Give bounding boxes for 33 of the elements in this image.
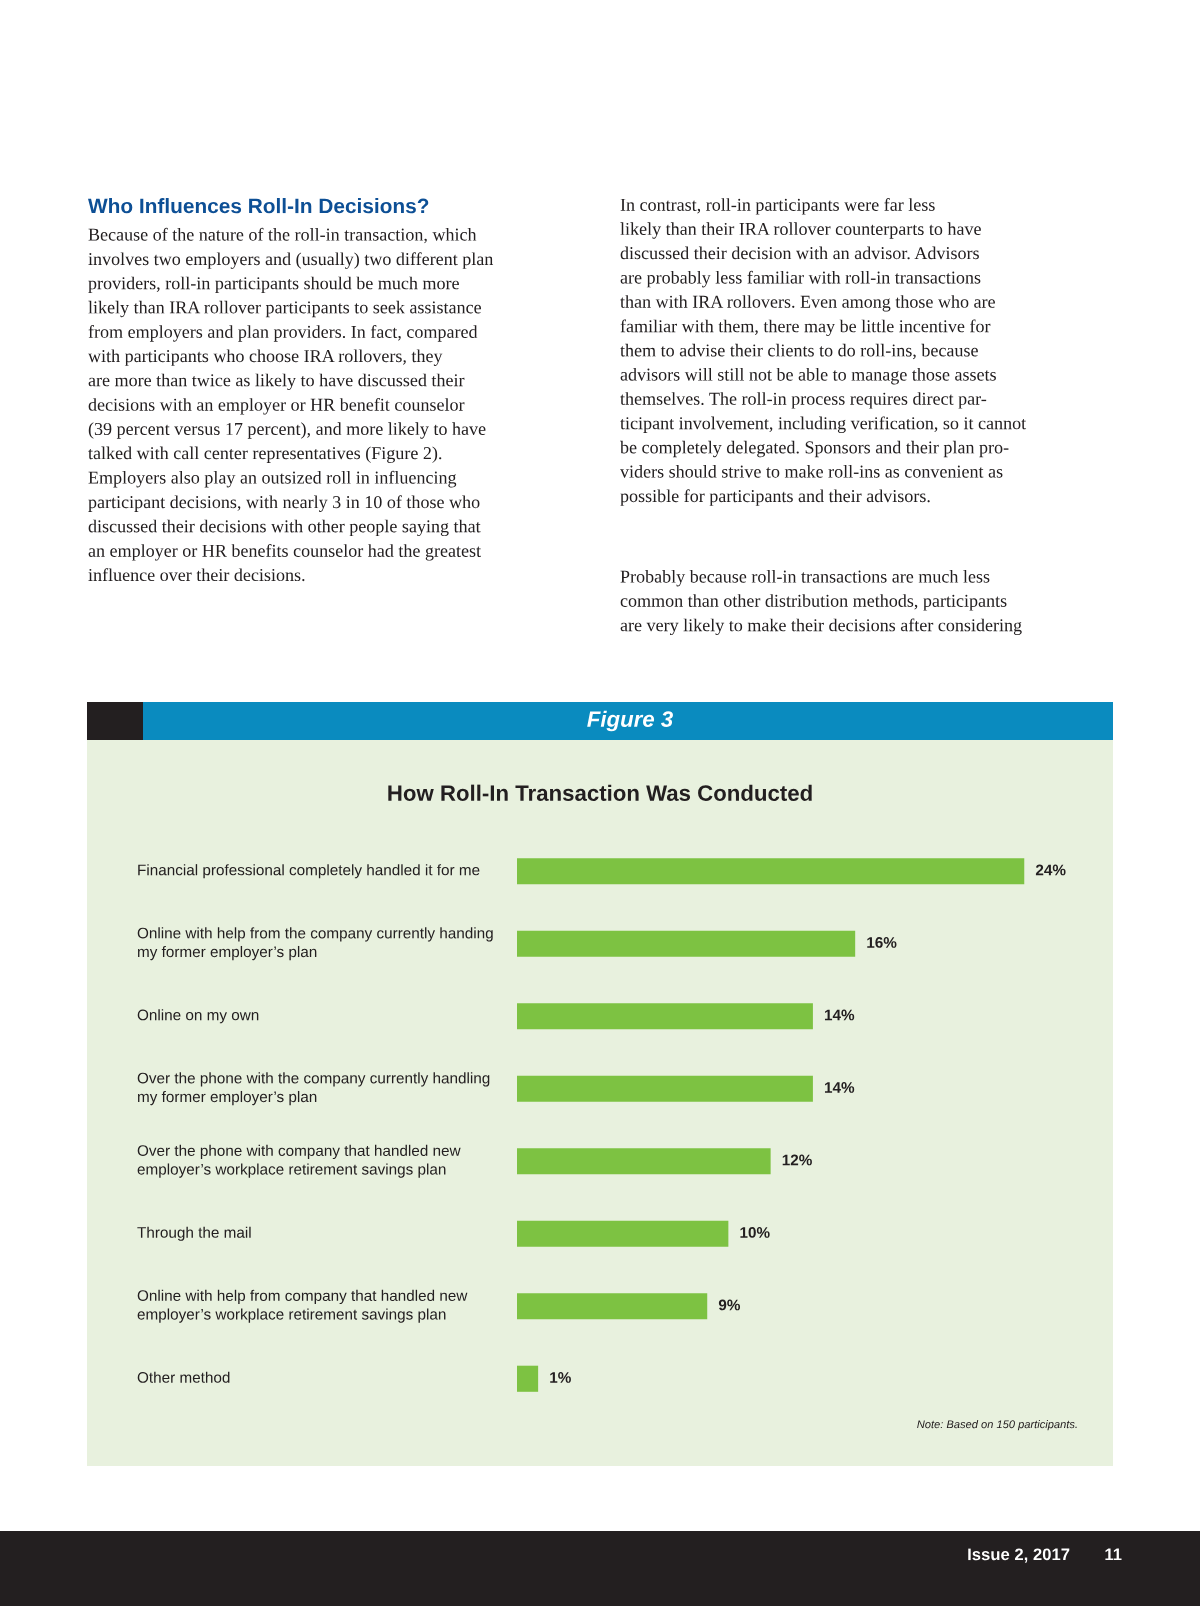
y-tick-label: Online with help from company that handled new employer’s workplace retirement savings plan [137, 1289, 468, 1323]
y-tick-label: Through the mail [137, 1226, 251, 1241]
data-label: 16% [867, 937, 897, 948]
y-tick-label: Other method [137, 1371, 230, 1383]
text: Issue 2, 2017 [968, 1548, 1070, 1563]
bar [517, 1075, 813, 1102]
bar [517, 1365, 539, 1392]
data-label: 12% [782, 1154, 812, 1166]
text: Note: Based on 150 participants. [917, 1420, 1077, 1431]
data-label: 14% [824, 1082, 855, 1093]
text: Probably because roll-in transactions are much less common than other distribution methods, participants are very likely to make their decisions after considering [620, 570, 1022, 636]
text: Who Influences Roll-In Decisions? [88, 198, 429, 214]
y-tick-label: Online on my own [137, 1009, 259, 1024]
bar [517, 930, 856, 957]
data-label: 9% [718, 1299, 741, 1311]
y-tick-label: Online with help from the company currently handing my former employer’s plan [137, 927, 493, 961]
text: Because of the nature of the roll-in transaction, which involves two employers and (usually) two different plan providers, roll-in participants should be much more likely than IRA rollover participants to seek assistance from employers and plan providers. In fact, compared with participants who choose IRA rollovers, they are more than twice as likely to have discussed their decisions with an employer or HR benefit counselor (39 percent versus 17 percent), and more likely to have talked with call center representatives (Figure 2). Employers also play an outsized roll in influencing participant decisions, with nearly 3 in 10 of those who discussed their decisions with other people saying that an employer or HR benefits counselor had the greatest influence over their decisions. [88, 227, 494, 582]
bar [517, 1003, 813, 1030]
bar [517, 1148, 771, 1175]
bar [517, 1293, 708, 1320]
bar [517, 1220, 729, 1247]
data-label: 24% [1035, 864, 1066, 876]
chart-subtitle: Figure 3 [587, 710, 673, 732]
data-label: 1% [550, 1372, 571, 1383]
data-label: 14% [824, 1009, 855, 1021]
chart-title: How Roll-In Transaction Was Conducted [388, 784, 812, 801]
data-label: 10% [740, 1227, 770, 1238]
y-tick-label: Financial professional completely handled it for me [138, 864, 480, 879]
y-tick-label: Over the phone with the company currently handling my former employer’s plan [137, 1072, 490, 1106]
bar [517, 858, 1025, 885]
text: In contrast, roll-in participants were far less likely than their IRA rollover counterparts to have discussed their decision with an advisor. Advisors are probably less familiar with roll-in transactions than with IRA rollovers. Even among those who are familiar with them, there may be little incentive for them to advise their clients to do roll-ins, because advisors will still not be able to manage those assets themselves. The roll-in process requires direct par- ticipant involvement, including verification, so it cannot be completely delegated. Sponsors and their plan pro- viders should strive to make roll-ins as convenient as possible for participants and their advisors. [620, 198, 1027, 506]
text: 11 [1105, 1548, 1122, 1561]
y-tick-label: Over the phone with company that handled new employer’s workplace retirement savings plan [137, 1144, 461, 1178]
